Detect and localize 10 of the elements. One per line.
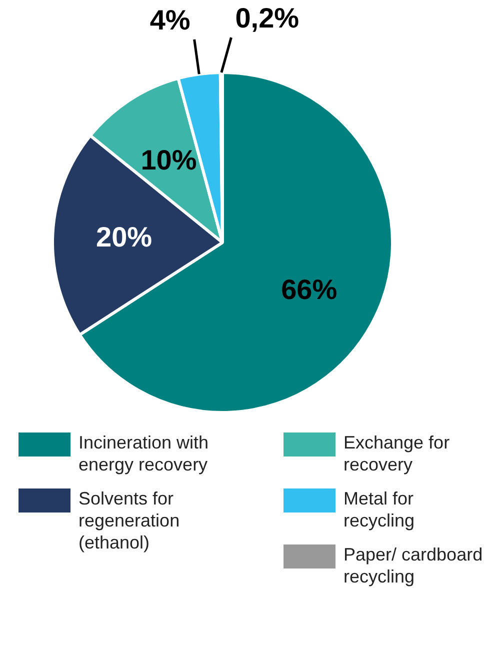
legend-label: Paper/ cardboard recycling: [344, 544, 483, 586]
data-label: 0,2%: [235, 2, 300, 34]
legend-label: Exchange for recovery: [344, 432, 450, 474]
data-label: 20%: [96, 222, 152, 253]
data-label: 66%: [281, 274, 338, 306]
legend-label: Incineration with energy recovery: [78, 432, 209, 474]
data-label: 10%: [140, 144, 197, 176]
data-label: 4%: [150, 4, 190, 36]
legend-label: Solvents for regeneration (ethanol): [78, 488, 180, 552]
legend-label: Metal for recycling: [344, 488, 415, 530]
